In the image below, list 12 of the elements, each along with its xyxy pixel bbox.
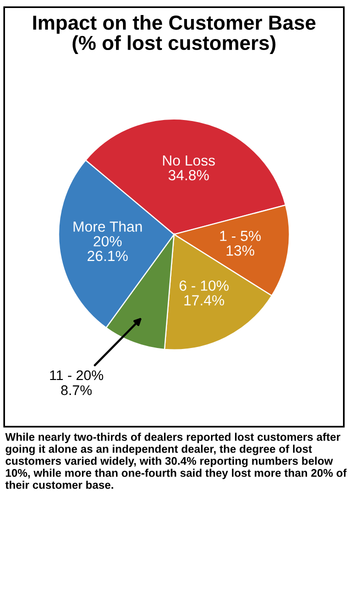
- slice-label: More Than 20%: [74, 221, 142, 246]
- data-label: 13%: [226, 245, 254, 256]
- slice-label: 11 - 20%: [50, 370, 104, 380]
- slice-label: 6 - 10%: [180, 280, 229, 291]
- data-label: 34.8%: [168, 170, 209, 180]
- data-label: 8.7%: [61, 385, 92, 396]
- chart-title: Impact on the Customer Base (% of lost customers): [33, 15, 316, 54]
- data-label: 17.4%: [184, 295, 224, 306]
- text: While nearly two-thirds of dealers reported lost customers after going it alone as an independent dealer, the degree of lost customers varied widely, with 30.4% reporting numbers below 10%, while more than one-fourth said they lost more than 20% of their customer base.: [5, 432, 347, 489]
- data-label: 26.1%: [88, 250, 128, 262]
- slice-label: No Loss: [163, 155, 215, 166]
- slice-label: 1 - 5%: [220, 230, 261, 242]
